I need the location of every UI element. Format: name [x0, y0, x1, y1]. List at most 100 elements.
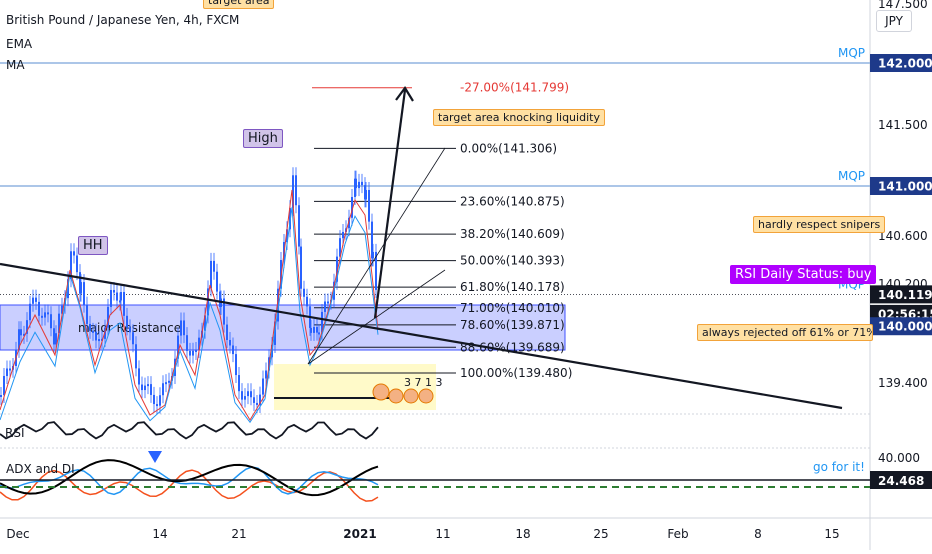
candle-body	[47, 312, 49, 315]
price-badge[interactable]	[870, 285, 932, 304]
candle-body	[50, 314, 52, 329]
candle-body	[247, 391, 249, 397]
candle-body	[113, 290, 115, 293]
candle-body	[256, 402, 258, 405]
candle-body	[38, 301, 40, 316]
candle-body	[250, 391, 252, 398]
candle-body	[29, 303, 31, 321]
candle-body	[98, 339, 100, 342]
candle-body	[259, 394, 261, 405]
candle-body	[207, 288, 209, 316]
rsi-label: RSI	[5, 426, 25, 440]
target-area-annotation: target area knocking liquidity	[433, 109, 605, 126]
fib-level-label: 61.80%(140.178)	[460, 280, 565, 294]
candle-body	[53, 328, 55, 345]
price-badge[interactable]	[870, 317, 932, 336]
time-tick-label: 11	[435, 527, 450, 541]
flag-us-icon[interactable]	[418, 388, 434, 404]
price-badge-label: 140.000	[878, 320, 932, 334]
fibonacci-retracement[interactable]: -27.00%(141.799) 0.00%(141.306) 23.60%(140…	[312, 81, 572, 380]
candle-body	[375, 251, 377, 290]
candle-body	[223, 298, 225, 325]
candle-body	[235, 354, 237, 376]
candle-body	[310, 327, 312, 333]
candle-body	[342, 231, 344, 239]
candle-body	[324, 301, 326, 312]
candle-body	[348, 217, 350, 229]
candle-body	[70, 251, 72, 280]
adx-label: ADX and DI	[6, 462, 75, 476]
price-badge[interactable]	[870, 177, 932, 195]
candle-body	[372, 251, 374, 259]
candle-body	[216, 271, 218, 292]
candle-body	[306, 296, 308, 307]
candle-body	[210, 260, 212, 289]
candle-body	[180, 320, 182, 336]
flag-uk-icon[interactable]	[372, 383, 390, 401]
candle-body	[120, 292, 122, 301]
candle-body	[183, 320, 185, 336]
candle-body	[165, 382, 167, 385]
candle-body	[61, 305, 63, 314]
fib-level-label: 38.20%(140.609)	[460, 227, 565, 241]
projection-arrow[interactable]	[373, 89, 407, 319]
candle-body	[132, 332, 134, 345]
price-axis[interactable]: 147.500141.500140.600140.200139.40040.00…	[870, 0, 932, 489]
candle-body	[156, 404, 158, 407]
candle-body	[244, 396, 246, 400]
candle-body	[129, 327, 131, 333]
ma-legend[interactable]: MA	[6, 58, 25, 72]
descending-trendline[interactable]	[0, 262, 843, 410]
candle-body	[213, 260, 215, 272]
candle-body	[32, 297, 34, 304]
candle-body	[265, 370, 267, 379]
flag-jp-icon[interactable]	[388, 388, 404, 404]
flag-jp-icon[interactable]	[403, 388, 419, 404]
candle-body	[153, 394, 155, 405]
candle-body	[292, 175, 294, 209]
time-tick-label: 14	[152, 527, 167, 541]
candle-body	[321, 311, 323, 333]
candle-body	[83, 282, 85, 305]
price-badge-label: 141.000	[878, 180, 932, 194]
currency-button[interactable]: JPY	[876, 10, 912, 32]
candle-body	[159, 395, 161, 406]
time-tick-label: 2021	[343, 527, 376, 541]
candle-body	[138, 368, 140, 385]
candle-body	[141, 384, 143, 391]
candle-body	[226, 324, 228, 340]
candle-body	[92, 330, 94, 333]
candle-body	[286, 229, 288, 243]
price-tick-label: 139.400	[878, 376, 928, 390]
candle-body	[147, 384, 149, 387]
candle-body	[6, 368, 8, 376]
candle-body	[116, 292, 118, 301]
candle-body	[238, 375, 240, 392]
rejected-annotation: always rejected off 61% or 71% , 88% of	[697, 324, 873, 341]
snipers-annotation: hardly respect snipers	[753, 216, 886, 233]
candle-body	[150, 384, 152, 395]
projection-arrow-head	[395, 86, 414, 102]
price-tick-label: 147.500	[878, 0, 928, 11]
fib-level-label: 23.60%(140.875)	[460, 194, 565, 208]
event-markers[interactable]: 3 7 1 3	[372, 376, 442, 404]
event-markers-label: 3 7 1 3	[404, 376, 442, 389]
price-tick-label: 141.500	[878, 118, 928, 132]
price-badge[interactable]	[870, 54, 932, 72]
price-badge-label: 142.000	[878, 57, 932, 71]
high-annotation: High	[243, 129, 283, 148]
time-axis[interactable]: Dec 14 21 2021 11 18 25 Feb 8 15	[6, 527, 839, 541]
ema-legend[interactable]: EMA	[6, 37, 33, 51]
candle-body	[23, 333, 25, 336]
candle-body	[229, 339, 231, 346]
candle-body	[126, 315, 128, 328]
clipped-target-tag: target area	[203, 0, 275, 9]
candle-body	[295, 175, 297, 206]
candle-body	[253, 397, 255, 403]
major-resistance-zone	[0, 304, 566, 351]
rsi-status-annotation: RSI Daily Status: buy	[730, 265, 877, 284]
ma-line	[0, 207, 379, 424]
candle-body	[41, 315, 43, 318]
candle-body	[107, 306, 109, 328]
